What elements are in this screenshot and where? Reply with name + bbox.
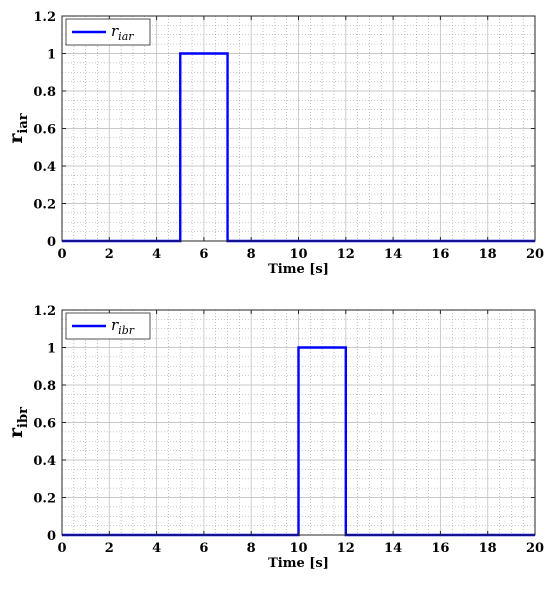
chart1-y-tick-label: 1 xyxy=(47,48,56,63)
chart1-tick-marks xyxy=(61,15,536,242)
chart1-y-tick-label: 0.2 xyxy=(33,198,56,213)
chart2-x-tick-label: 12 xyxy=(337,541,355,556)
chart2-x-tick-label: 6 xyxy=(199,541,208,556)
chart1-x-tick-label: 18 xyxy=(479,247,497,262)
chart1-panel: 0 2 4 6 8 10 12 14 16 18 20 0 0.2 0.4 0.6 0.8 1 1.2 Time [… xyxy=(5,10,544,277)
chart1-x-tick-label: 12 xyxy=(337,247,355,262)
chart1-x-axis-label: Time [s] xyxy=(268,262,329,277)
chart1-x-tick-label: 8 xyxy=(247,247,256,262)
chart2-y-tick-label: 0.2 xyxy=(33,492,56,507)
chart1-legend-label-subscript-0: iar xyxy=(118,30,134,43)
chart2-x-tick-label: 10 xyxy=(289,541,307,556)
chart1-x-tick-label: 10 xyxy=(289,247,307,262)
chart2-x-tick-label: 18 xyxy=(479,541,497,556)
chart2-x-tick-label: 2 xyxy=(105,541,114,556)
chart1-y-tick-label: 1.2 xyxy=(33,10,56,25)
chart1-y-tick-label: 0 xyxy=(47,235,56,250)
chart2-y-tick-label: 0 xyxy=(47,529,56,544)
chart2-x-tick-label: 14 xyxy=(384,541,402,556)
chart2-y-tick-label: 0.6 xyxy=(33,417,56,432)
chart2-y-axis-label-subscript: ibr xyxy=(16,407,31,428)
chart2-y-tick-label: 1.2 xyxy=(33,304,56,319)
chart2-x-tick-label: 0 xyxy=(57,541,66,556)
chart1-x-tick-label: 4 xyxy=(152,247,161,262)
chart2-tick-marks xyxy=(61,309,536,536)
chart1-y-axis-label: riar xyxy=(5,113,31,143)
chart1-y-axis-label-subscript: iar xyxy=(16,113,31,133)
chart2-y-tick-label: 0.4 xyxy=(33,454,56,469)
chart1-y-tick-label: 0.4 xyxy=(33,160,56,175)
chart2-legend: ribr xyxy=(65,312,151,340)
chart1-x-tick-label: 2 xyxy=(105,247,114,262)
chart2-x-tick-label: 4 xyxy=(152,541,161,556)
chart1-x-tick-label: 0 xyxy=(57,247,66,262)
chart1-x-tick-label: 16 xyxy=(431,247,449,262)
chart2-y-tick-label: 1 xyxy=(47,342,56,357)
chart1-x-tick-label: 20 xyxy=(526,247,544,262)
chart1-legend: riar xyxy=(65,18,151,46)
chart2-y-tick-label: 0.8 xyxy=(33,379,56,394)
chart2-panel: 0 2 4 6 8 10 12 14 16 18 20 0 0.2 0.4 0.6 0.8 1 1.2 Time [… xyxy=(5,304,544,571)
chart2-x-axis-label: Time [s] xyxy=(268,556,329,571)
chart1-y-tick-label: 0.6 xyxy=(33,123,56,138)
chart1-y-tick-label: 0.8 xyxy=(33,85,56,100)
chart2-y-axis-label: ribr xyxy=(5,407,31,438)
chart2-x-tick-label: 8 xyxy=(247,541,256,556)
chart2-legend-label-subscript-0: ibr xyxy=(118,324,135,337)
chart1-x-tick-label: 14 xyxy=(384,247,402,262)
chart2-x-tick-label: 16 xyxy=(431,541,449,556)
chart2-x-tick-label: 20 xyxy=(526,541,544,556)
chart2-legend-box xyxy=(65,312,151,340)
chart1-x-tick-label: 6 xyxy=(199,247,208,262)
